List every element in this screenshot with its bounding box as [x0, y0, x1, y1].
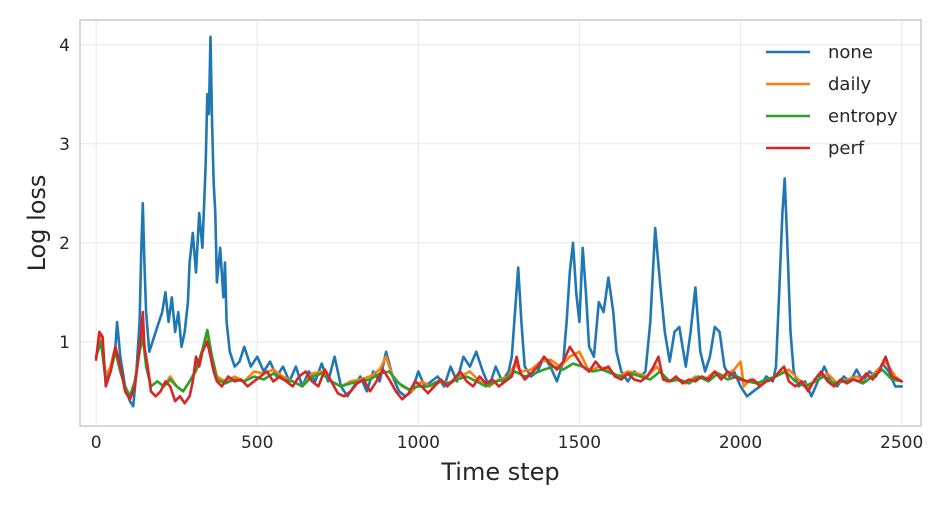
y-tick-labels: 1 2 3 4: [59, 36, 70, 353]
y-tick-label: 1: [59, 333, 70, 353]
x-tick-label: 500: [241, 433, 273, 453]
legend: none daily entropy perf: [766, 42, 898, 159]
y-tick-label: 4: [59, 36, 70, 56]
x-tick-label: 2000: [719, 433, 762, 453]
series-line-none: [94, 35, 903, 408]
series-line-entropy: [94, 328, 903, 398]
x-tick-label: 1000: [397, 433, 440, 453]
legend-label-perf: perf: [828, 138, 865, 159]
x-axis-title: Time step: [440, 458, 559, 486]
plot-frame: [79, 19, 922, 427]
x-tick-label: 0: [91, 433, 102, 453]
grid-lines: [80, 20, 921, 426]
legend-label-entropy: entropy: [828, 106, 898, 127]
y-axis-title: Log loss: [23, 175, 51, 272]
legend-label-none: none: [828, 42, 873, 63]
x-tick-labels: 0 500 1000 1500 2000 2500: [91, 433, 924, 453]
y-tick-label: 3: [59, 135, 70, 155]
x-tick-label: 1500: [558, 433, 601, 453]
series-line-perf: [94, 310, 903, 405]
series-lines: [94, 35, 903, 408]
legend-label-daily: daily: [828, 74, 871, 95]
y-tick-label: 2: [59, 234, 70, 254]
x-tick-label: 2500: [880, 433, 923, 453]
